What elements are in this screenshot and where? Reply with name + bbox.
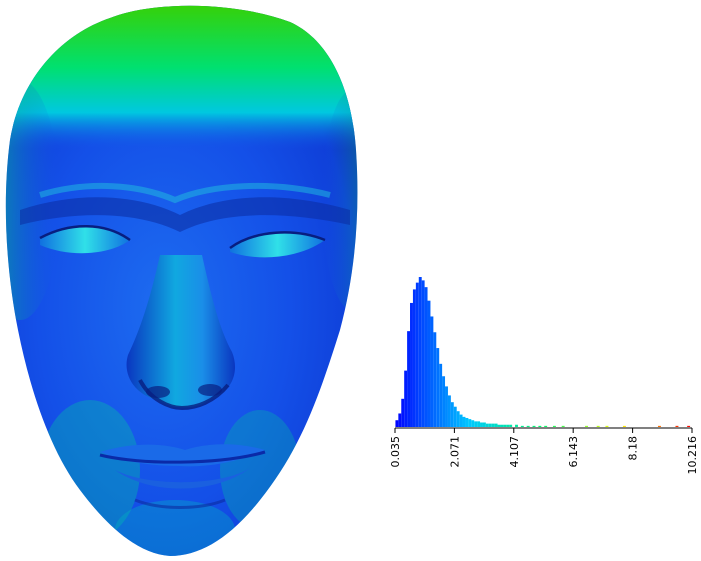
temple-right xyxy=(322,90,358,310)
tick-label: 8.18 xyxy=(627,436,640,461)
histogram-bar xyxy=(482,422,486,427)
histogram-bar xyxy=(538,425,542,427)
mouth-line xyxy=(99,450,266,464)
histogram-bar xyxy=(515,424,518,427)
histogram-bar xyxy=(526,425,530,427)
histogram-bar xyxy=(506,424,510,427)
temple-left xyxy=(5,80,60,320)
jaw-right xyxy=(220,410,300,530)
nose xyxy=(126,255,236,408)
nostril-left xyxy=(146,386,170,398)
histogram-bar xyxy=(447,395,451,427)
brow-ridge xyxy=(20,197,350,232)
histogram-bar xyxy=(657,425,661,427)
histogram-bar xyxy=(477,421,481,427)
histogram-bar xyxy=(442,376,446,427)
tick-label: 10.216 xyxy=(686,436,699,475)
histogram-bars xyxy=(395,277,691,427)
histogram-bar xyxy=(488,423,492,427)
histogram-bar xyxy=(415,282,419,427)
histogram-bar xyxy=(480,422,483,427)
histogram-bar xyxy=(445,386,448,427)
histogram-bar xyxy=(407,331,411,427)
histogram-bar xyxy=(509,424,513,427)
histogram-bar xyxy=(427,300,431,427)
histogram-bar xyxy=(395,420,399,427)
histogram-bar xyxy=(436,348,440,427)
histogram-bar xyxy=(453,406,457,427)
histogram-bar xyxy=(494,423,498,427)
nostril-right xyxy=(198,384,222,396)
histogram-bar xyxy=(561,425,565,427)
tick-label: 4.107 xyxy=(508,436,521,468)
histogram-bar xyxy=(401,398,405,427)
histogram-bar xyxy=(485,423,489,427)
histogram-bar xyxy=(465,417,469,427)
histogram-bar xyxy=(544,425,548,427)
histogram-bar xyxy=(687,425,691,427)
histogram-bar xyxy=(503,424,507,427)
brow-highlight xyxy=(39,182,331,204)
histogram-bar xyxy=(398,413,402,427)
histogram-bar xyxy=(474,421,478,427)
tick-label: 0.035 xyxy=(389,436,402,468)
histogram-bar xyxy=(410,302,413,427)
histogram-bar xyxy=(450,402,454,427)
histogram-bar xyxy=(459,414,463,427)
histogram-bar xyxy=(456,411,460,427)
histogram-bar xyxy=(552,425,556,427)
x-axis-ticks xyxy=(394,428,693,433)
histogram-bar xyxy=(532,425,536,427)
x-axis-tick-labels: 0.035 2.071 4.107 6.143 8.18 10.216 xyxy=(389,436,699,475)
histogram-bar xyxy=(433,332,437,427)
histogram: 0.035 2.071 4.107 6.143 8.18 10.216 xyxy=(389,277,699,475)
histogram-bar xyxy=(622,425,626,427)
histogram-bar xyxy=(520,425,524,427)
histogram-bar xyxy=(497,424,501,427)
histogram-bar xyxy=(404,370,408,427)
histogram-bar xyxy=(596,425,600,427)
histogram-bar xyxy=(421,280,425,427)
tick-label: 6.143 xyxy=(567,436,580,468)
lower-lip xyxy=(115,468,250,489)
eye-right xyxy=(230,232,325,258)
histogram-bar xyxy=(500,424,504,427)
face-render xyxy=(5,5,358,556)
eyelid-right xyxy=(229,231,326,250)
histogram-bar xyxy=(424,287,428,427)
tick-label: 2.071 xyxy=(448,436,461,468)
chin xyxy=(115,500,235,556)
forehead-region xyxy=(5,5,358,150)
histogram-bar xyxy=(439,363,443,427)
eye-left xyxy=(40,226,130,254)
histogram-bar xyxy=(468,419,472,427)
histogram-bar xyxy=(605,425,609,427)
histogram-bar xyxy=(462,416,466,427)
histogram-bar xyxy=(418,277,422,427)
eyelid-left xyxy=(39,225,131,242)
histogram-bar xyxy=(471,420,475,427)
histogram-bar xyxy=(675,425,679,427)
histogram-bar xyxy=(430,316,434,427)
histogram-bar xyxy=(491,423,495,427)
histogram-bar xyxy=(412,289,416,427)
chin-crease xyxy=(134,498,226,509)
histogram-bar xyxy=(585,425,588,427)
